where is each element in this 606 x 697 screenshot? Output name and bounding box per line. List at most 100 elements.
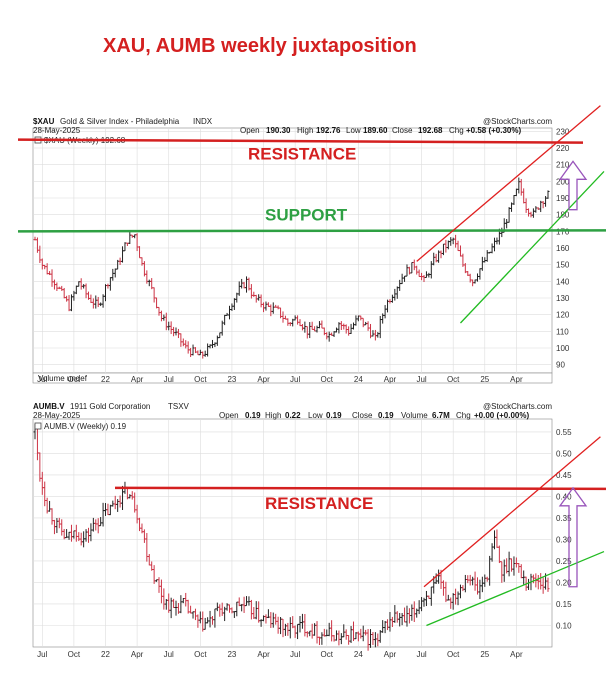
xau-quote-chg: +0.58 (+0.30%) [466, 126, 521, 135]
x-tick-label: Oct [321, 375, 334, 384]
aumb-quote-chg-label: Chg [456, 411, 471, 420]
aumb-quote-open: 0.19 [245, 411, 261, 420]
aumb-legend: AUMB.V (Weekly) 0.19 [44, 422, 127, 431]
y-tick-label: 120 [556, 311, 570, 320]
x-tick-label: Apr [510, 375, 523, 384]
xau-brand: @StockCharts.com [483, 117, 552, 126]
y-tick-label: 0.40 [556, 492, 572, 501]
xau-quote-open: 190.30 [266, 126, 291, 135]
x-tick-label: 25 [480, 375, 489, 384]
xau-name: Gold & Silver Index - Philadelphia [60, 117, 180, 126]
aumb-y-axis: 0.10 0.15 0.20 0.25 0.30 0.35 0.40 0.45 0.50 0.55 [556, 428, 572, 631]
aumb-brand: @StockCharts.com [483, 402, 552, 411]
aumb-date: 28-May-2025 [33, 411, 81, 420]
x-tick-label: Jul [37, 375, 47, 384]
y-tick-label: 0.25 [556, 557, 572, 566]
x-tick-label: Oct [447, 650, 460, 659]
aumb-quote-open-label: Open [219, 411, 239, 420]
y-tick-label: 210 [556, 161, 570, 170]
x-tick-label: Apr [131, 375, 144, 384]
aumb-quote-high-label: High [265, 411, 281, 420]
xau-exchange: INDX [193, 117, 213, 126]
x-tick-label: 23 [227, 375, 236, 384]
y-tick-label: 0.35 [556, 514, 572, 523]
aumb-quote-close: 0.19 [378, 411, 394, 420]
y-tick-label: 130 [556, 294, 570, 303]
xau-date: 28-May-2025 [33, 126, 81, 135]
x-tick-label: 22 [101, 650, 110, 659]
x-tick-label: Oct [68, 375, 81, 384]
y-tick-label: 90 [556, 361, 565, 370]
xau-panel: 9010011012013014015016017018019020021022… [17, 105, 606, 384]
xau-quote-low: 189.60 [363, 126, 388, 135]
aumb-quote-volume-label: Volume [401, 411, 428, 420]
x-tick-label: Apr [257, 375, 270, 384]
x-tick-label: 25 [480, 650, 489, 659]
y-tick-label: 200 [556, 177, 570, 186]
aumb-legend-swatch [34, 422, 42, 430]
x-tick-label: 23 [227, 650, 236, 659]
aumb-quote-close-label: Close [352, 411, 373, 420]
aumb-resistance-line [114, 486, 606, 491]
aumb-price-bars [33, 424, 550, 651]
xau-quote-low-label: Low [346, 126, 361, 135]
y-tick-label: 230 [556, 127, 570, 136]
y-tick-label: 140 [556, 277, 570, 286]
x-tick-label: Oct [68, 650, 81, 659]
xau-quote-high: 192.76 [316, 126, 341, 135]
x-tick-label: Apr [257, 650, 270, 659]
xau-support-line [17, 229, 606, 233]
ohlc-bar [546, 577, 550, 592]
x-tick-label: Jul [290, 650, 300, 659]
x-tick-label: Oct [194, 650, 207, 659]
xau-channel-lower [460, 170, 605, 324]
xau-quote-high-label: High [297, 126, 313, 135]
y-tick-label: 0.55 [556, 428, 572, 437]
aumb-quote-volume: 6.7M [432, 411, 450, 420]
aumb-target-arrow [558, 486, 588, 588]
aumb-name: 1911 Gold Corporation [70, 402, 150, 411]
x-tick-label: Oct [194, 375, 207, 384]
xau-y-axis: 9010011012013014015016017018019020021022… [556, 127, 570, 369]
aumb-quote-high: 0.22 [285, 411, 301, 420]
xau-channel-upper [416, 105, 601, 262]
xau-quote-chg-label: Chg [449, 126, 464, 135]
xau-symbol: $XAU [33, 117, 55, 126]
xau-plot-area [32, 127, 553, 374]
x-tick-label: Apr [510, 650, 523, 659]
x-tick-label: Apr [384, 375, 397, 384]
aumb-gridlines [33, 419, 552, 647]
x-tick-label: Jul [37, 650, 47, 659]
x-tick-label: Oct [321, 650, 334, 659]
xau-quote-open-label: Open [240, 126, 260, 135]
xau-resistance-line [17, 138, 584, 144]
aumb-exchange: TSXV [168, 402, 190, 411]
aumb-symbol: AUMB.V [33, 402, 65, 411]
x-tick-label: Jul [416, 650, 426, 659]
xau-quote-close-label: Close [392, 126, 413, 135]
xau-price-bars [33, 177, 550, 359]
y-tick-label: 170 [556, 227, 570, 236]
aumb-quote-chg: +0.00 (+0.00%) [474, 411, 529, 420]
y-tick-label: 0.10 [556, 621, 572, 630]
aumb-panel: 0.10 0.15 0.20 0.25 0.30 0.35 0.40 0.45 0.50 0.55… [32, 402, 606, 659]
y-tick-label: 0.15 [556, 600, 572, 609]
x-tick-label: Jul [164, 375, 174, 384]
y-tick-label: 110 [556, 327, 569, 336]
aumb-channel-lower [426, 550, 605, 627]
xau-x-axis: Jul Oct 22 Apr Jul Oct 23 Apr Jul Oct 24 Apr Jul Oct 2… [37, 375, 523, 384]
xau-resistance-label: RESISTANCE [248, 145, 356, 164]
xau-target-arrow [558, 160, 588, 211]
aumb-quote-low-label: Low [308, 411, 323, 420]
xau-volume-panel [32, 372, 553, 384]
y-tick-label: 0.45 [556, 471, 572, 480]
x-tick-label: 24 [354, 375, 363, 384]
x-tick-label: Jul [416, 375, 426, 384]
y-tick-label: 0.30 [556, 535, 572, 544]
x-tick-label: Jul [164, 650, 174, 659]
x-tick-label: 22 [101, 375, 110, 384]
x-tick-label: 24 [354, 650, 363, 659]
y-tick-label: 220 [556, 144, 570, 153]
ohlc-bar [546, 190, 550, 199]
